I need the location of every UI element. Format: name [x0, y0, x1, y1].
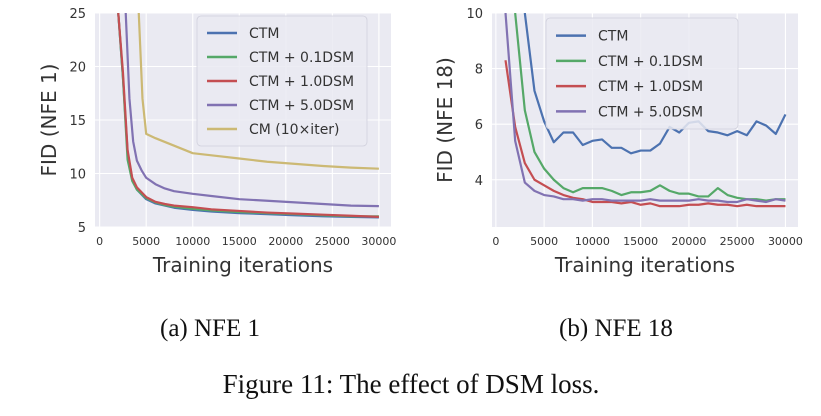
- legend-label-ctm: CTM: [249, 26, 279, 42]
- legend-label-ctm-0-1dsm: CTM + 0.1DSM: [598, 54, 703, 70]
- x-tick-label: 20000: [671, 235, 706, 248]
- x-axis-label: Training iterations: [152, 253, 333, 277]
- series-line-ctm-5-0dsm: [124, 13, 379, 208]
- series-group: [504, 13, 787, 208]
- legend-label-ctm-5-0dsm: CTM + 5.0DSM: [598, 104, 703, 120]
- x-tick-label: 30000: [361, 235, 396, 248]
- x-tick-label: 5000: [132, 235, 160, 248]
- y-tick-label: 6: [475, 118, 483, 133]
- legend-label-cm-10-iter: CM (10×iter): [249, 122, 340, 138]
- caption-a: (a) NFE 1: [160, 315, 260, 342]
- legend-label-ctm-0-1dsm: CTM + 0.1DSM: [249, 50, 354, 66]
- x-tick-label: 30000: [768, 235, 803, 248]
- legend-box: [545, 17, 739, 130]
- y-tick-label: 10: [69, 168, 86, 183]
- series-line-ctm: [523, 13, 787, 155]
- x-tick-label: 10000: [175, 235, 210, 248]
- y-tick-label: 4: [475, 174, 483, 189]
- x-tick-label: 10000: [575, 235, 610, 248]
- series-line-ctm-5-0dsm: [504, 13, 786, 204]
- y-tick-label: 8: [475, 63, 483, 78]
- caption-b: (b) NFE 18: [559, 315, 673, 342]
- legend: CTM CTM + 0.1DSM CTM + 1.0DSM CTM + 5.0DSM: [545, 17, 739, 130]
- x-tick-label: 25000: [720, 235, 755, 248]
- y-tick-label: 15: [69, 114, 86, 129]
- y-tick-label: 25: [69, 7, 86, 22]
- x-tick-label: 20000: [268, 235, 303, 248]
- x-tick-label: 25000: [315, 235, 350, 248]
- legend-label-ctm: CTM: [598, 29, 628, 45]
- chart-nfe-18: 0 5000 10000 15000 20000 25000 30000 4 6 8 10 Train…: [433, 7, 803, 277]
- x-tick-label: 0: [96, 235, 103, 248]
- figure-caption: Figure 11: The effect of DSM loss.: [223, 369, 600, 399]
- legend-label-ctm-5-0dsm: CTM + 5.0DSM: [249, 98, 354, 114]
- x-tick-label: 15000: [623, 235, 658, 248]
- y-tick-label: 10: [466, 7, 483, 22]
- x-tick-label: 5000: [530, 235, 558, 248]
- legend-label-ctm-1-0dsm: CTM + 1.0DSM: [598, 79, 703, 95]
- x-axis-label: Training iterations: [554, 253, 735, 277]
- y-axis-label: FID (NFE 18): [433, 57, 457, 183]
- legend-label-ctm-1-0dsm: CTM + 1.0DSM: [249, 74, 354, 90]
- series-line-ctm-1-0dsm: [504, 60, 786, 208]
- x-tick-label: 15000: [222, 235, 257, 248]
- legend-box: [196, 15, 368, 147]
- series-group: [117, 13, 379, 219]
- y-tick-label: 5: [78, 221, 86, 236]
- series-line-ctm-0-1dsm: [514, 13, 786, 202]
- x-tick-label: 0: [492, 235, 499, 248]
- y-tick-label: 20: [69, 61, 86, 76]
- series-line-cm-10-iter: [137, 13, 379, 170]
- series-line-ctm-1-0dsm: [117, 13, 379, 218]
- chart-nfe-1: 0 5000 10000 15000 20000 25000 30000 5 10 15 20 25 T…: [37, 7, 396, 277]
- legend: CTM CTM + 0.1DSM CTM + 1.0DSM CTM + 5.0DSM C…: [196, 15, 368, 147]
- y-axis-label: FID (NFE 1): [37, 64, 61, 177]
